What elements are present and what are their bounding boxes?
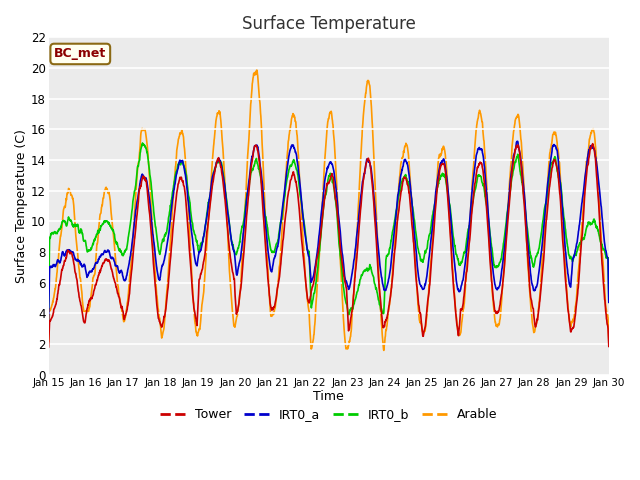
IRT0_a [201,227,209,232]
Tower [571,316,579,322]
Arable [345,340,353,346]
IRT0_b [345,312,353,317]
IRT0_a [513,138,521,144]
X-axis label: Time: Time [314,390,344,403]
Y-axis label: Surface Temperature (C): Surface Temperature (C) [15,129,28,283]
Tower [605,344,612,349]
IRT0_a [556,173,563,179]
Line: IRT0_a: IRT0_a [49,141,609,321]
Line: Tower: Tower [49,144,609,347]
IRT0_b [556,178,564,184]
Line: IRT0_b: IRT0_b [49,143,609,314]
Legend: Tower, IRT0_a, IRT0_b, Arable: Tower, IRT0_a, IRT0_b, Arable [155,403,502,426]
Arable [253,67,260,73]
IRT0_b [572,252,579,257]
Tower [492,308,499,313]
Arable [45,338,52,344]
Arable [380,348,388,353]
Line: Arable: Arable [49,70,609,350]
Tower [345,327,353,333]
Arable [605,338,612,344]
Tower [45,344,52,350]
IRT0_b [492,263,500,269]
Arable [556,165,564,171]
Arable [357,147,365,153]
Arable [201,274,209,280]
IRT0_b [346,310,353,316]
Tower [589,141,596,146]
Tower [201,252,209,258]
Arable [492,321,500,327]
Tower [556,185,563,191]
IRT0_a [605,300,612,305]
IRT0_b [139,140,147,146]
Arable [572,304,579,310]
IRT0_b [358,272,365,277]
IRT0_a [492,283,499,289]
IRT0_a [345,286,353,292]
Tower [357,203,365,209]
IRT0_b [201,224,209,230]
Text: BC_met: BC_met [54,48,106,60]
IRT0_b [605,300,612,305]
IRT0_a [572,249,579,254]
IRT0_a [357,192,365,198]
Title: Surface Temperature: Surface Temperature [242,15,415,33]
IRT0_b [45,305,52,311]
IRT0_a [45,318,52,324]
